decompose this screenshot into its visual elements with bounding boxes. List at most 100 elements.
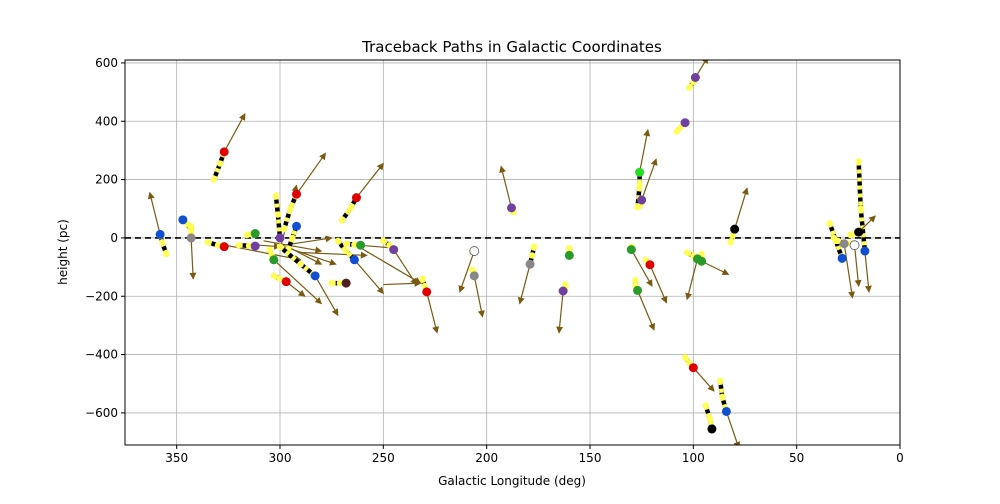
traceback-point (272, 192, 280, 199)
star-position-point (707, 424, 717, 434)
star-position-point (839, 239, 849, 249)
velocity-arrow (273, 235, 333, 248)
plot-frame (124, 59, 901, 446)
velocity-arrow (725, 411, 741, 445)
velocity-arrow (639, 129, 651, 173)
traceback-point (338, 217, 346, 224)
traceback-point (342, 247, 350, 255)
star-position-point (281, 277, 291, 287)
velocity-arrow (353, 259, 384, 295)
y-axis-label: height (pc) (56, 219, 70, 285)
velocity-arrow (314, 275, 339, 317)
velocity-arrow (734, 187, 749, 230)
traceback-point (210, 176, 218, 183)
y-tick-label: 0 (110, 231, 118, 245)
star-position-point (275, 233, 285, 243)
star-position-point (219, 147, 229, 157)
x-axis-label: Galactic Longitude (deg) (438, 474, 586, 488)
y-tick-label: 600 (95, 56, 118, 70)
traceback-point (274, 211, 282, 218)
star-position-point (506, 203, 516, 213)
star-position-point (469, 246, 480, 256)
star-position-point (356, 240, 366, 250)
traceback-point (163, 250, 170, 258)
star-position-point (688, 363, 698, 373)
star-position-point (637, 195, 647, 205)
traceback-point (717, 377, 724, 385)
star-position-point (250, 241, 260, 251)
velocity-arrow (473, 275, 485, 318)
traceback-point (336, 279, 344, 287)
traceback-point (681, 354, 689, 361)
star-position-point (422, 287, 432, 297)
star-position-point (389, 245, 399, 255)
traceback-point (351, 241, 358, 248)
x-tick-label: 100 (682, 451, 705, 465)
traceback-point (342, 240, 350, 247)
y-tick-label: −400 (85, 348, 118, 362)
velocity-arrow (701, 260, 730, 275)
traceback-point (159, 239, 166, 246)
velocity-arrow (300, 251, 368, 259)
star-position-point (186, 233, 196, 243)
traceback-point (636, 182, 643, 189)
traceback-point (632, 277, 639, 284)
y-tick-label: −600 (85, 406, 118, 420)
traceback-point (297, 260, 304, 268)
traceback-point (287, 205, 294, 212)
velocity-arrow (641, 158, 658, 201)
traceback-point (673, 128, 680, 135)
velocity-arrow (630, 249, 653, 287)
x-tick-label: 300 (269, 451, 292, 465)
star-position-point (178, 215, 188, 225)
x-tick-label: 150 (579, 451, 602, 465)
traceback-path (856, 161, 868, 252)
velocity-arrow (649, 264, 668, 304)
velocity-arrow (499, 165, 513, 209)
velocity-arrow (458, 250, 475, 293)
traceback-point (270, 272, 277, 280)
traceback-point (187, 228, 195, 236)
velocity-arrow (853, 245, 862, 288)
traceback-point (204, 239, 211, 246)
traceback-point (857, 205, 864, 212)
traceback-point (347, 205, 354, 212)
traceback-point (187, 223, 195, 230)
traceback-point (686, 84, 693, 91)
grid (125, 60, 901, 445)
traceback-point (266, 246, 273, 253)
velocity-arrow (189, 237, 197, 280)
x-tick-label: 0 (896, 451, 904, 465)
traceback-point (826, 220, 833, 227)
star-position-point (292, 189, 302, 199)
traceback-point (289, 234, 296, 242)
velocity-arrow (636, 290, 655, 331)
plot-area (147, 60, 876, 445)
star-position-point (155, 229, 165, 239)
star-position-point (341, 278, 351, 288)
traceback-point (683, 249, 691, 256)
star-position-point (558, 286, 568, 296)
chart-title: Traceback Paths in Galactic Coordinates (361, 38, 662, 56)
star-position-point (349, 255, 359, 265)
traceback-point (834, 237, 842, 245)
star-position-point (721, 406, 731, 416)
velocity-arrow (358, 246, 422, 284)
star-position-point (635, 167, 645, 177)
star-position-point (564, 250, 574, 260)
star-position-point (645, 260, 655, 270)
traceback-point (276, 243, 284, 250)
star-position-point (697, 256, 707, 266)
traceback-point (245, 242, 253, 249)
traceback-point (528, 252, 536, 259)
traceback-point (334, 237, 342, 245)
velocity-arrow (393, 249, 417, 286)
x-tick-label: 50 (789, 451, 804, 465)
axis-ticks: 350 300 250 200 150 100 50 0 600 400 200 0 −200 −400 −… (85, 56, 904, 465)
velocity-arrow (556, 290, 564, 334)
velocity-arrow (223, 113, 246, 153)
star-position-point (310, 271, 320, 281)
velocity-arrow (685, 258, 699, 301)
star-position-point (351, 193, 361, 203)
